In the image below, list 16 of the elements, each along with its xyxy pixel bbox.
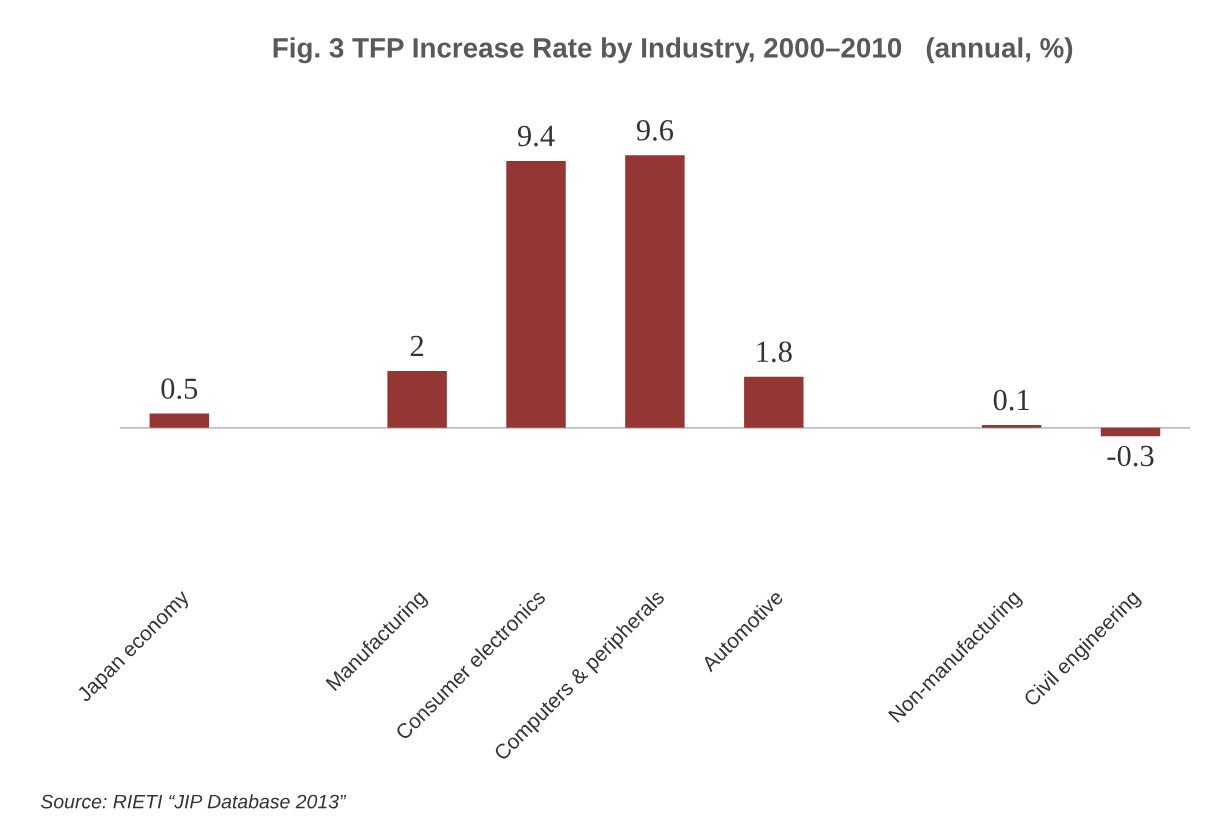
bar	[149, 413, 210, 428]
data-label: 0.5	[161, 378, 198, 400]
bar	[1100, 427, 1161, 437]
data-label: 9.6	[636, 120, 674, 141]
data-label: -0.3	[1107, 445, 1154, 467]
source-note: Source: RIETI “JIP Database 2013”	[40, 794, 347, 809]
data-label: 9.4	[517, 125, 555, 147]
bar	[744, 376, 804, 428]
chart-title: Fig. 3 TFP Increase Rate by Industry, 2000–2010 (annual, %)	[273, 37, 1073, 64]
bar	[506, 160, 566, 428]
data-label: 2	[410, 335, 424, 357]
bar	[387, 371, 447, 428]
bar	[981, 424, 1042, 428]
bar	[625, 155, 685, 428]
data-label: 0.1	[993, 389, 1029, 411]
data-label: 1.8	[757, 341, 792, 363]
